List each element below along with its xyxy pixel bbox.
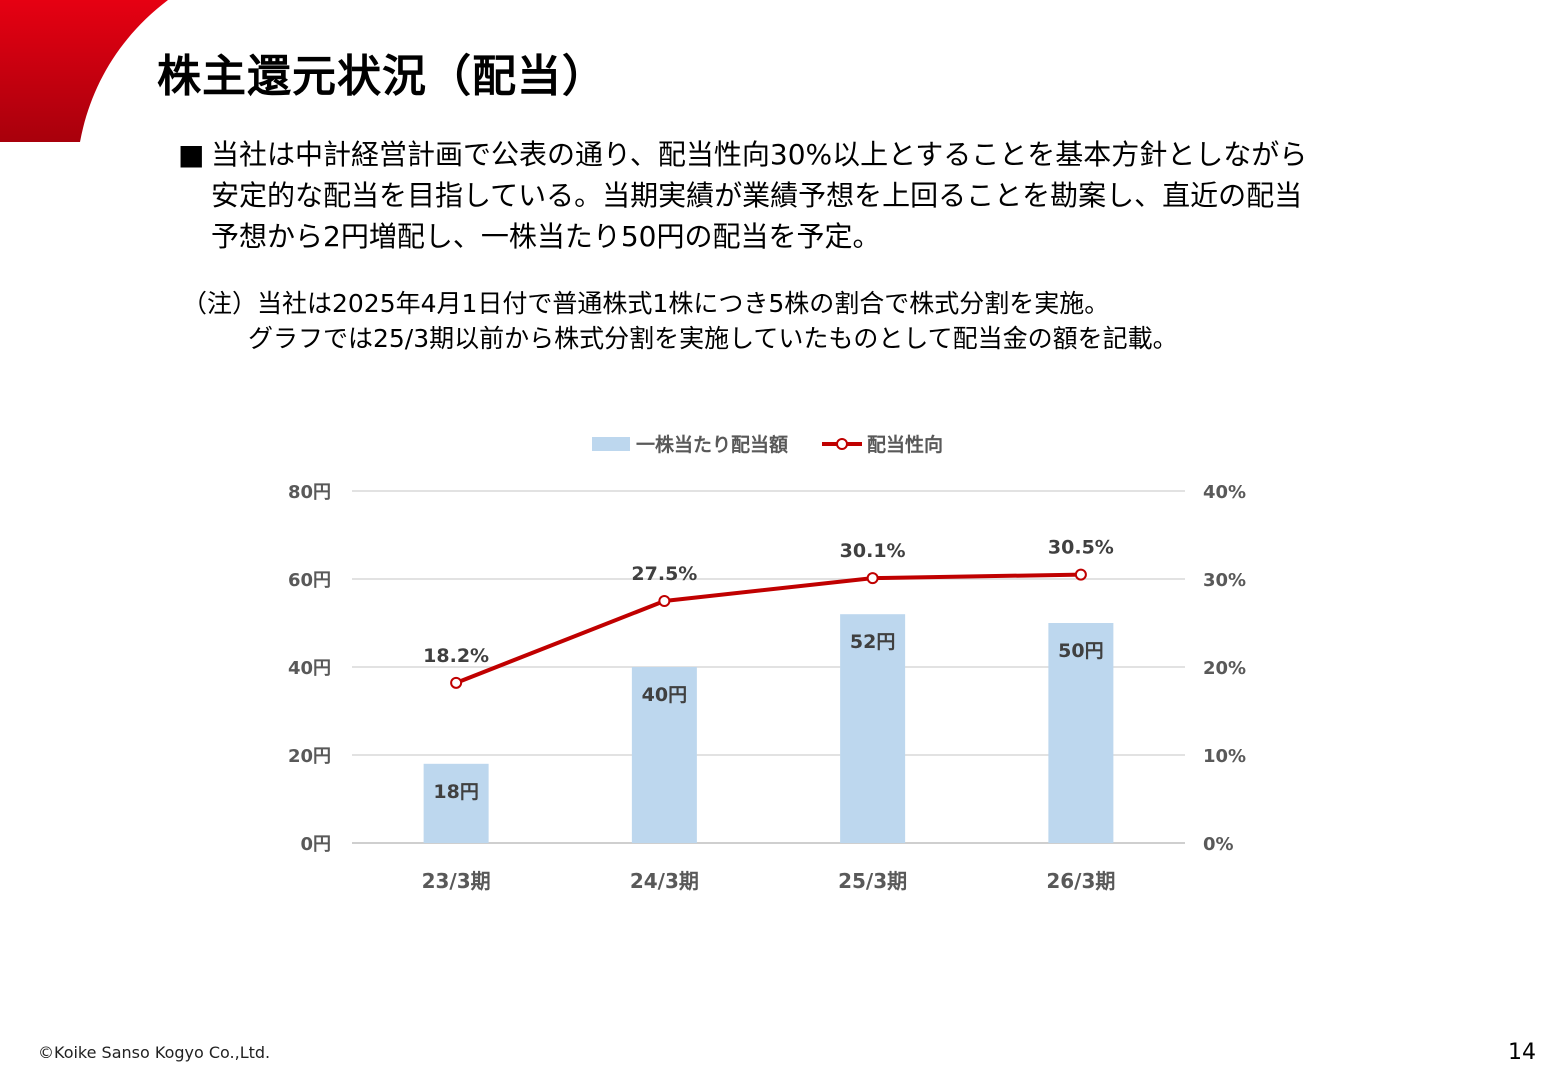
bar-dividend	[423, 763, 489, 843]
page-number: 14	[1508, 1040, 1536, 1065]
line-point	[658, 595, 671, 607]
bar-dividend	[840, 614, 906, 843]
summary-line: 安定的な配当を目指している。当期実績が業績予想を上回ることを勘案し、直近の配当	[211, 179, 1303, 212]
stock-split-note: （注）当社は2025年4月1日付で普通株式1株につき5株の割合で株式分割を実施。…	[182, 286, 1178, 356]
summary-line: 予想から2円増配し、一株当たり50円の配当を予定。	[211, 220, 881, 253]
line-point	[1074, 568, 1087, 581]
line-point	[450, 676, 463, 689]
legend-label-line: 配当性向	[867, 433, 943, 456]
y-right-tick-label: 20%	[1203, 658, 1246, 679]
bar-data-label: 18円	[433, 781, 478, 803]
summary-line: 当社は中計経営計画で公表の通り、配当性向30%以上とすることを基本方針としながら	[211, 138, 1308, 171]
y-left-tick-label: 60円	[288, 570, 331, 591]
line-point	[866, 572, 879, 585]
summary-block: ■ 当社は中計経営計画で公表の通り、配当性向30%以上とすることを基本方針としな…	[178, 134, 1378, 257]
line-data-label: 18.2%	[423, 645, 489, 667]
corner-decoration	[0, 0, 168, 142]
y-left-tick-label: 20円	[288, 746, 331, 767]
legend-swatch-marker	[836, 438, 848, 450]
line-payout-ratio	[455, 572, 1081, 685]
x-tick-label: 23/3期	[422, 869, 491, 893]
note-line: グラフでは25/3期以前から株式分割を実施していたものとして配当金の額を記載。	[248, 324, 1178, 353]
summary-text: 当社は中計経営計画で公表の通り、配当性向30%以上とすることを基本方針としながら…	[211, 134, 1378, 257]
bullet-square-icon: ■	[178, 138, 205, 171]
y-left-tick-label: 0円	[300, 834, 331, 855]
y-right-tick-label: 0%	[1203, 834, 1234, 855]
x-tick-label: 26/3期	[1046, 869, 1115, 893]
bar-dividend	[1048, 623, 1114, 843]
x-tick-label: 24/3期	[630, 869, 699, 893]
y-left-tick-label: 80円	[288, 482, 331, 503]
y-right-tick-label: 30%	[1203, 570, 1246, 591]
copyright: ©Koike Sanso Kogyo Co.,Ltd.	[38, 1043, 271, 1062]
line-data-label: 30.5%	[1048, 537, 1114, 559]
note-line: （注）当社は2025年4月1日付で普通株式1株につき5株の割合で株式分割を実施。	[182, 289, 1110, 318]
bar-dividend	[631, 667, 697, 843]
bar-data-label: 52円	[850, 631, 895, 653]
legend-label-bar: 一株当たり配当額	[636, 433, 788, 456]
y-right-tick-label: 40%	[1203, 482, 1246, 503]
bar-data-label: 40円	[642, 684, 687, 706]
y-left-tick-label: 40円	[288, 658, 331, 679]
legend-swatch-bar	[592, 437, 630, 451]
page-title: 株主還元状況（配当）	[157, 51, 607, 102]
line-data-label: 30.1%	[840, 540, 906, 562]
line-data-label: 27.5%	[631, 563, 697, 585]
y-right-tick-label: 10%	[1203, 746, 1246, 767]
x-tick-label: 25/3期	[838, 869, 907, 893]
bar-data-label: 50円	[1058, 640, 1103, 662]
